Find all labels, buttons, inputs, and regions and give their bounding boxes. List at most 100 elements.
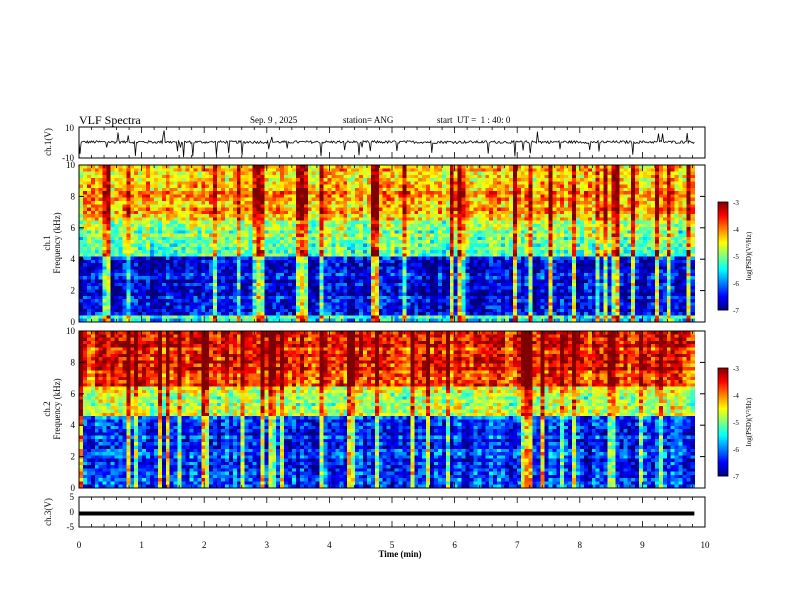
x-axis-ticks xyxy=(78,127,706,527)
colorbar-tick-label: -6 xyxy=(733,280,739,288)
colorbar-swatch xyxy=(718,368,728,371)
ch1-spectrogram-ytick-label: 10 xyxy=(66,160,76,170)
x-tick-label: 3 xyxy=(265,540,270,550)
colorbar-swatch xyxy=(718,292,728,295)
colorbar-swatch xyxy=(718,293,728,296)
ch2-spectrogram-ytick-label: 0 xyxy=(71,483,76,493)
colorbar-swatch xyxy=(718,223,728,226)
start-time-label: start UT = 1 : 40: 0 xyxy=(437,115,511,125)
colorbar-swatch xyxy=(718,416,728,419)
colorbar-swatch xyxy=(718,405,728,408)
station-label: station= ANG xyxy=(343,115,394,125)
colorbar-swatch xyxy=(718,427,728,430)
ch2-spectrogram-ylabel-channel: ch.2 xyxy=(42,401,52,416)
colorbar-swatch xyxy=(718,463,728,466)
colorbar-swatch xyxy=(718,277,728,280)
colorbar-swatch xyxy=(718,414,728,417)
colorbar-swatch xyxy=(718,221,728,224)
colorbar-swatch xyxy=(718,274,728,277)
colorbar-swatch xyxy=(718,281,728,284)
chart-title: VLF Spectra xyxy=(79,113,141,127)
ch2-spectrogram-ytick-label: 10 xyxy=(66,326,76,336)
colorbar-swatch xyxy=(718,220,728,223)
x-tick-label: 2 xyxy=(202,540,207,550)
ch2-spectrogram-heatmap xyxy=(79,331,695,489)
colorbar-swatch xyxy=(718,369,728,372)
colorbar-swatch xyxy=(718,398,728,401)
colorbar-swatch xyxy=(718,286,728,289)
colorbar-swatch xyxy=(718,382,728,385)
ch1-spectrogram-ytick-label: 2 xyxy=(71,286,76,296)
ch1-waveform-panel: 10 -10 ch.1(V) xyxy=(43,123,706,163)
x-tick-label: 5 xyxy=(390,540,395,550)
colorbar-swatch xyxy=(718,443,728,446)
colorbar-swatch xyxy=(718,256,728,259)
colorbar-swatch xyxy=(718,245,728,248)
ch1-spectrogram-ytick-label: 0 xyxy=(71,317,76,327)
ch1-ytick-top: 10 xyxy=(65,123,75,133)
colorbar-swatch xyxy=(718,434,728,437)
ch3-waveform-panel: 5 0 -5 ch.3(V) xyxy=(43,492,706,532)
colorbar-swatch xyxy=(718,290,728,293)
colorbar-swatch xyxy=(718,239,728,242)
ch2-spectrogram-ytick-label: 2 xyxy=(71,452,76,462)
date-label: Sep. 9 , 2025 xyxy=(250,115,298,125)
colorbar-swatch xyxy=(718,371,728,374)
ch1-ytick-bottom: -10 xyxy=(62,153,74,163)
ch1-spectrogram-ytick-label: 6 xyxy=(71,223,76,233)
colorbar-swatch xyxy=(718,377,728,380)
colorbar-swatch xyxy=(718,375,728,378)
ch3-ytick-middle: 0 xyxy=(70,507,75,517)
colorbar-swatch xyxy=(718,456,728,459)
colorbar-swatch xyxy=(718,438,728,441)
colorbar-swatch xyxy=(718,393,728,396)
colorbar-swatch xyxy=(718,232,728,235)
colorbar-swatch xyxy=(718,458,728,461)
colorbar-swatch xyxy=(718,263,728,266)
ch3-waveform-ylabel: ch.3(V) xyxy=(43,498,53,526)
colorbar-swatch xyxy=(718,288,728,291)
colorbar-swatch xyxy=(718,474,728,477)
colorbar-swatch xyxy=(718,234,728,237)
colorbar-frame xyxy=(717,367,729,477)
ch2-spectrogram-ylabel: Frequency (kHz) xyxy=(52,378,62,439)
colorbar-swatch xyxy=(718,380,728,383)
x-axis-tick-labels: 0 1 2 3 4 5 6 7 8 9 10 xyxy=(77,540,710,550)
colorbar-swatch xyxy=(718,411,728,414)
colorbar-swatch xyxy=(718,272,728,275)
colorbar-swatch xyxy=(718,243,728,246)
colorbar-swatch xyxy=(718,214,728,217)
colorbar-swatch xyxy=(718,202,728,205)
colorbar-swatch xyxy=(718,295,728,298)
colorbar-swatch xyxy=(718,284,728,287)
ch3-ytick-top: 5 xyxy=(70,492,75,502)
colorbar-swatch xyxy=(718,386,728,389)
colorbar-swatch xyxy=(718,400,728,403)
colorbar-tick-label: -3 xyxy=(733,199,739,207)
colorbar-swatch xyxy=(718,238,728,241)
colorbar-swatch xyxy=(718,216,728,219)
colorbar-frame xyxy=(717,201,729,311)
colorbar-swatch xyxy=(718,420,728,423)
colorbar-swatch xyxy=(718,212,728,215)
colorbar-swatch xyxy=(718,447,728,450)
colorbar-swatch xyxy=(718,396,728,399)
colorbar-swatch xyxy=(718,279,728,282)
colorbar-swatch xyxy=(718,422,728,425)
colorbar-tick-label: -4 xyxy=(733,226,739,234)
colorbar-swatch xyxy=(718,423,728,426)
ch1-colorbar: -3 -4 -5 -6 -7 log(PSD)(V²/Hz) xyxy=(717,199,753,315)
colorbar-tick-label: -5 xyxy=(733,419,739,427)
colorbar-swatch xyxy=(718,407,728,410)
colorbar-swatch xyxy=(718,404,728,407)
colorbar-swatch xyxy=(718,205,728,208)
ch3-ytick-bottom: -5 xyxy=(67,522,75,532)
colorbar-swatch xyxy=(718,452,728,455)
colorbar-swatch xyxy=(718,391,728,394)
ch2-spectrogram-ytick-label: 6 xyxy=(71,389,76,399)
colorbar-swatch xyxy=(718,209,728,212)
colorbar-swatch xyxy=(718,425,728,428)
colorbar-swatch xyxy=(718,395,728,398)
colorbar-swatch xyxy=(718,203,728,206)
